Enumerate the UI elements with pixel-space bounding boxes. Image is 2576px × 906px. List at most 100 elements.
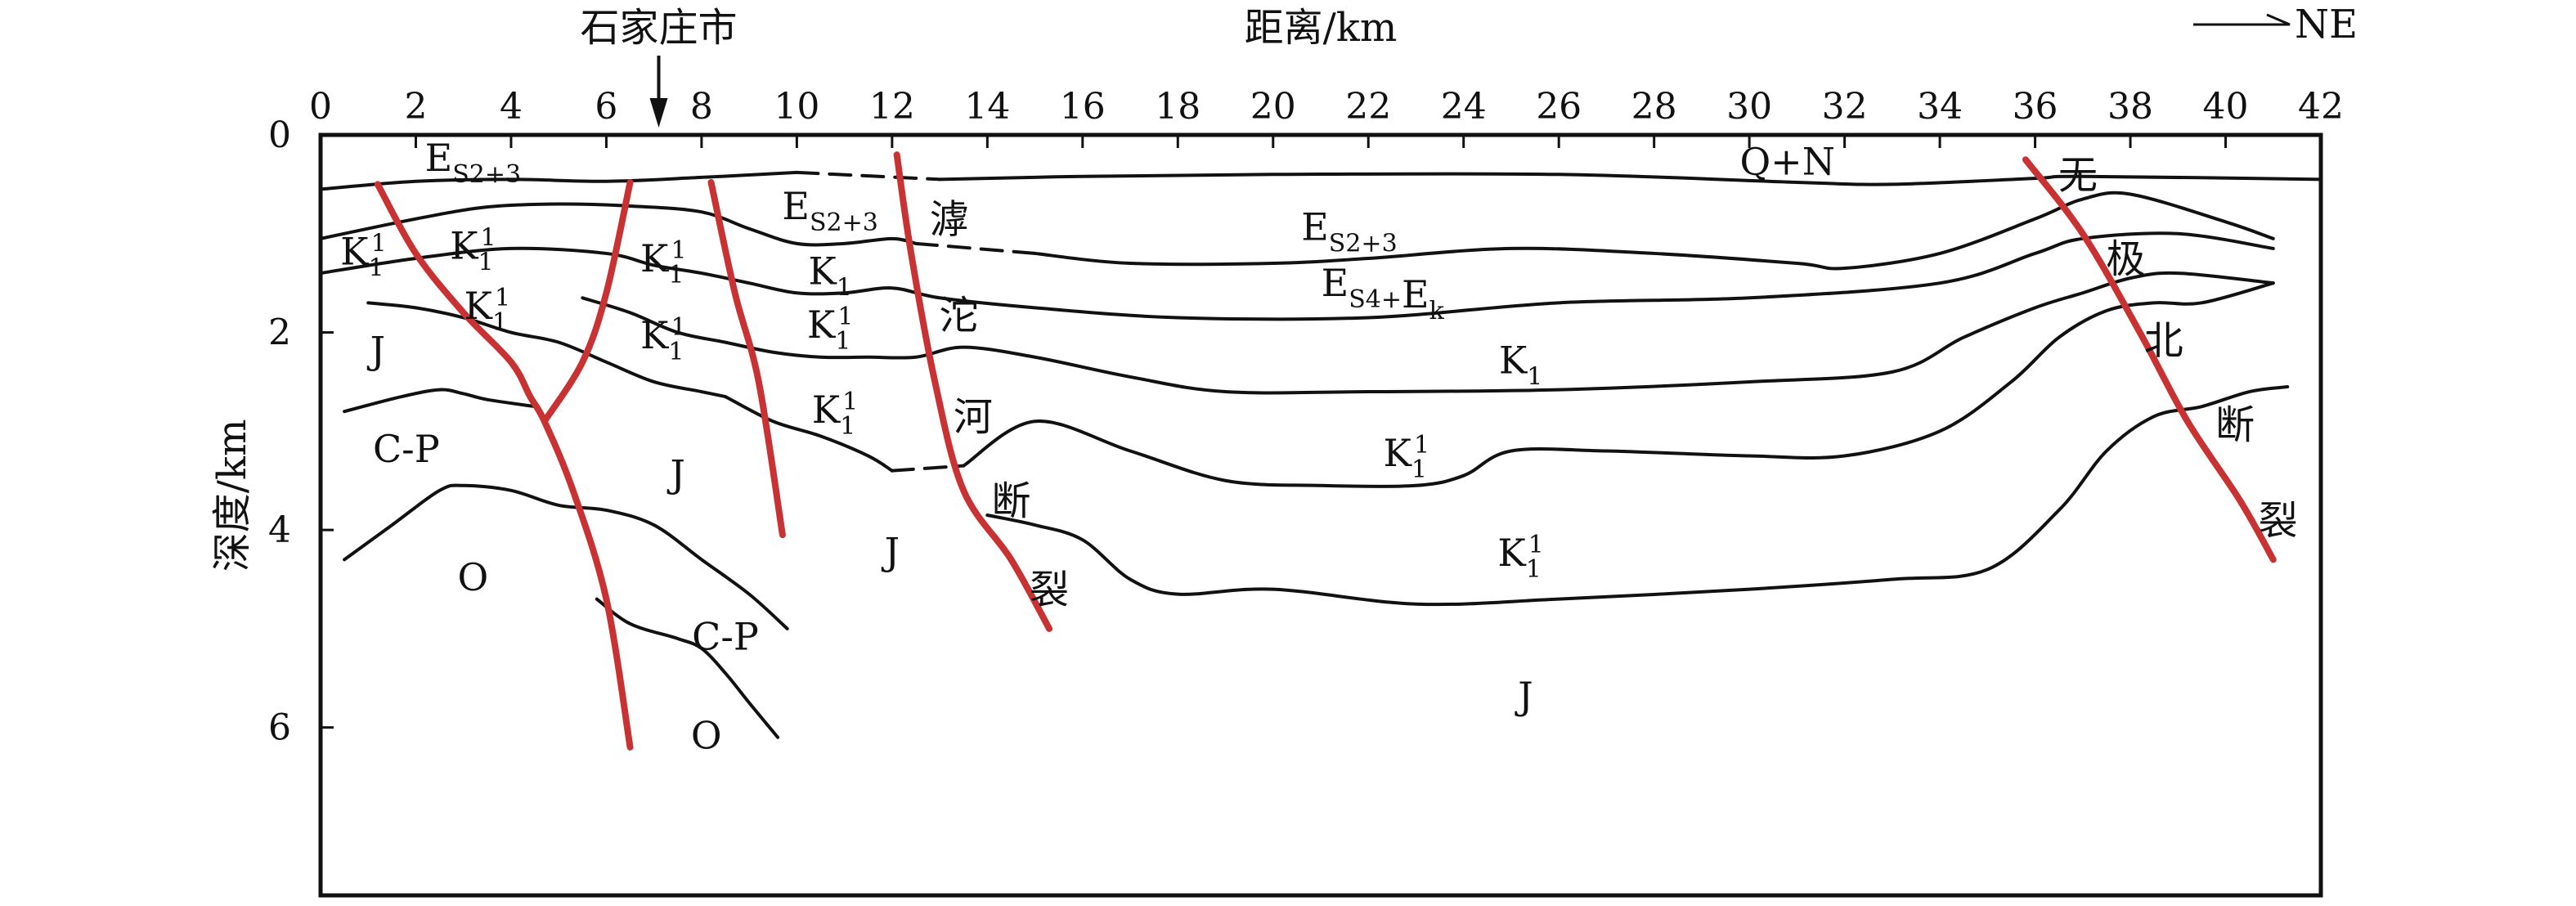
- x-tick-label: 8: [690, 86, 713, 128]
- unit-label: K11: [807, 303, 854, 356]
- strata-boundary-9: [724, 395, 894, 473]
- x-tick-label: 2: [404, 86, 427, 128]
- unit-symbol: K: [450, 223, 479, 267]
- unit-superscript: 1: [481, 223, 496, 252]
- unit-label: J: [667, 451, 685, 496]
- fault-name-char: 河: [954, 394, 993, 440]
- unit-label: K11: [812, 388, 859, 441]
- unit-symbol: K: [464, 284, 494, 328]
- unit-label: ES2+3: [425, 136, 521, 189]
- unit-subscript: 1: [478, 248, 493, 276]
- unit-superscript: 1: [1414, 431, 1429, 460]
- unit-label: K1: [808, 249, 851, 303]
- unit-label: C-P: [373, 427, 440, 471]
- strata-boundary-4: [913, 241, 1037, 255]
- unit-label: K11: [340, 230, 387, 283]
- fault-line-4: [2022, 156, 2277, 563]
- strata-boundary-11: [962, 281, 2275, 488]
- unit-superscript: 1: [671, 313, 687, 342]
- unit-symbol: K: [640, 313, 670, 357]
- unit-label: K11: [640, 313, 687, 366]
- strata-boundary-7: [366, 301, 728, 399]
- fault-lines: [374, 151, 2277, 751]
- unit-symbol: E: [1322, 261, 1349, 305]
- x-tick-label: 20: [1250, 86, 1296, 128]
- direction-label: NE: [2295, 2, 2358, 47]
- x-tick-label: 32: [1822, 86, 1868, 128]
- y-tick-label: 4: [268, 509, 291, 551]
- unit-symbol: C-P: [692, 615, 759, 659]
- x-axis-title: 距离/km: [1245, 5, 1398, 51]
- unit-label: ES4+Ek: [1322, 261, 1445, 325]
- x-tick-label: 38: [2107, 86, 2153, 128]
- unit-subscript: 1: [492, 308, 508, 337]
- direction-arrow-icon: [2193, 13, 2291, 26]
- unit-label: K1: [1499, 338, 1542, 391]
- stratigraphic-boundaries: [319, 170, 2322, 739]
- strata-boundary-12: [343, 388, 537, 414]
- unit-superscript: 1: [671, 236, 687, 265]
- unit-subscript: 1: [835, 327, 850, 356]
- unit-symbol: K: [812, 388, 841, 432]
- fault-line-2: [707, 178, 786, 539]
- unit-label: Q+N: [1739, 140, 1835, 184]
- unit-symbol: E: [782, 184, 810, 228]
- direction-indicator: NE: [2193, 2, 2358, 47]
- unit-subscript: 1: [837, 274, 852, 303]
- unit-subscript: 1: [668, 261, 684, 289]
- unit-symbol: K: [340, 230, 370, 274]
- unit-label: ES2+3: [782, 184, 877, 237]
- x-tick-label: 34: [1917, 86, 1963, 128]
- city-marker: 石家庄市: [580, 5, 737, 128]
- x-axis-ticks: 0 2 4 6 8 10 12 14 16 18 20 22 24 26 28 30 32 34 36 38 40 42: [309, 86, 2344, 148]
- fault-line-1: [541, 178, 634, 425]
- unit-superscript: 1: [842, 388, 858, 416]
- strata-boundary-3: [319, 202, 918, 247]
- fault-name-char: 断: [991, 478, 1030, 524]
- unit-subscript: k: [1429, 297, 1445, 325]
- strata-boundary-8: [581, 271, 2275, 395]
- strata-boundary-13: [343, 483, 789, 630]
- fault-name-char: 滹: [930, 197, 969, 243]
- unit-subscript: 1: [840, 412, 855, 441]
- unit-symbol: C-P: [373, 427, 440, 471]
- unit-symbol: K: [640, 236, 670, 280]
- unit-label: K11: [450, 223, 496, 276]
- unit-symbol: K: [1384, 431, 1413, 475]
- unit-subscript: 1: [1527, 362, 1542, 391]
- x-tick-label: 28: [1631, 86, 1677, 128]
- fault-name-char: 裂: [2259, 498, 2298, 544]
- x-tick-label: 14: [964, 86, 1010, 128]
- x-tick-label: 10: [774, 86, 819, 128]
- unit-symbol: O: [458, 555, 489, 599]
- unit-subscript: 1: [369, 254, 384, 283]
- fault-name-char: 裂: [1030, 567, 1069, 613]
- unit-symbol: O: [691, 713, 722, 757]
- unit-label: K11: [464, 284, 511, 337]
- strata-boundary-10: [890, 464, 966, 473]
- city-label: 石家庄市: [580, 5, 737, 51]
- unit-subscript: 1: [1526, 555, 1542, 584]
- x-tick-label: 30: [1726, 86, 1772, 128]
- unit-label: J: [882, 530, 900, 574]
- unit-superscript: 1: [837, 303, 853, 331]
- unit-superscript: 1: [1528, 531, 1544, 559]
- y-axis-ticks: 0 2 4 6: [268, 114, 334, 749]
- strata-boundary-14: [595, 597, 780, 739]
- unit-symbol: E: [425, 136, 453, 180]
- x-tick-label: 42: [2298, 86, 2344, 128]
- unit-subscript: 1: [1411, 455, 1427, 484]
- unit-symbol: J: [882, 530, 900, 574]
- fault-name-char: 极: [2106, 236, 2145, 282]
- city-arrow-head-icon: [649, 98, 668, 128]
- unit-symbol: K: [807, 303, 837, 347]
- x-tick-label: 6: [595, 86, 617, 128]
- fault-name-char: 无: [2058, 152, 2098, 198]
- unit-label: J: [1515, 674, 1533, 718]
- strata-boundary-2: [938, 172, 2322, 186]
- unit-label: C-P: [692, 615, 759, 659]
- x-tick-label: 18: [1155, 86, 1200, 128]
- fault-name-char: 沱: [939, 293, 978, 339]
